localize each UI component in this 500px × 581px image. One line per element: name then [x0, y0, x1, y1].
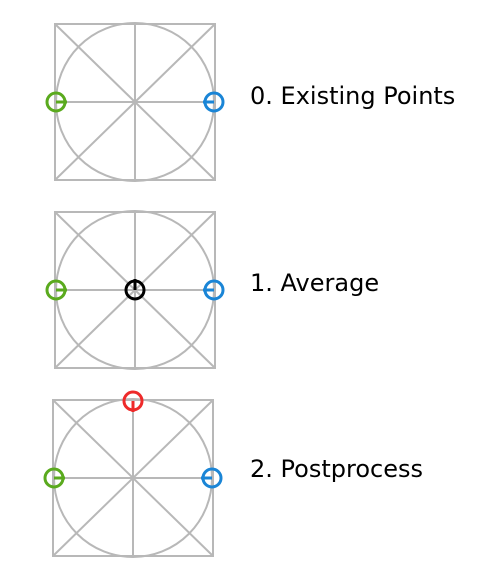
guide-grid [52, 398, 214, 558]
blue-point-right [203, 91, 225, 113]
green-point-left [45, 279, 67, 301]
blue-point-right [201, 467, 223, 489]
guide-grid [54, 22, 216, 182]
red-point-top [122, 390, 144, 412]
step-label: 0. Existing Points [250, 82, 455, 110]
black-point-center [124, 279, 146, 301]
step-label: 2. Postprocess [250, 455, 423, 483]
step-label: 1. Average [250, 269, 379, 297]
blue-point-right [203, 279, 225, 301]
green-point-left [45, 91, 67, 113]
step-postprocess: 2. Postprocess [43, 390, 423, 558]
green-point-left [43, 467, 65, 489]
step-average: 1. Average [45, 210, 379, 370]
step-existing-points: 0. Existing Points [45, 22, 455, 182]
